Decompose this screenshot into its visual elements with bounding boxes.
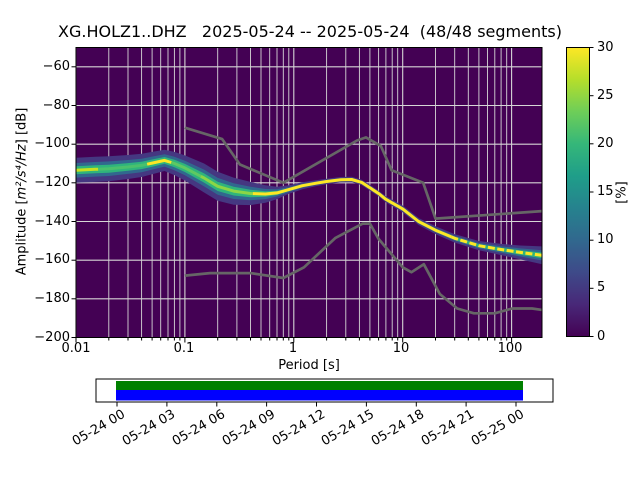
x-tick-label: 1 xyxy=(288,341,298,356)
x-axis-label: Period [s] xyxy=(278,358,340,373)
x-tick-label: 0.1 xyxy=(173,341,195,356)
axis-ticks xyxy=(71,66,513,343)
y-tick-label: −60 xyxy=(42,59,70,74)
y-tick-label: −140 xyxy=(34,214,70,229)
timeline-ticks xyxy=(116,402,517,407)
colorbar-ticks xyxy=(589,47,594,337)
colorbar-tick-label: 0 xyxy=(597,329,606,344)
gridlines xyxy=(75,47,542,338)
plot-background xyxy=(76,47,542,338)
y-axis-label-units: m²/s⁴/Hz xyxy=(14,144,30,200)
axes-frame xyxy=(75,47,543,338)
y-tick-label: −120 xyxy=(34,175,70,190)
colorbar-tick-label: 10 xyxy=(597,232,614,247)
colorbar-tick-label: 25 xyxy=(597,88,614,103)
colorbar-tick-label: 20 xyxy=(597,136,614,151)
timeline-used-bar xyxy=(116,381,523,390)
colorbar-tick-label: 30 xyxy=(597,40,614,55)
nlnm-line xyxy=(184,222,543,315)
colorbar-label: [%] xyxy=(614,181,630,204)
plot-title: XG.HOLZ1..DHZ 2025-05-24 -- 2025-05-24 (… xyxy=(58,22,562,41)
ppsd-mode-line xyxy=(75,158,543,257)
timeline-data-bar xyxy=(116,390,523,401)
nhnm-line xyxy=(184,126,543,220)
y-tick-label: −80 xyxy=(42,98,70,113)
y-tick-label: −200 xyxy=(34,330,70,345)
colorbar xyxy=(566,47,590,337)
colorbar-tick-label: 5 xyxy=(597,280,606,295)
y-tick-label: −180 xyxy=(34,291,70,306)
y-tick-label: −100 xyxy=(34,136,70,151)
colorbar-tick-label: 15 xyxy=(597,184,614,199)
x-tick-label: 0.01 xyxy=(61,341,91,356)
x-tick-label: 100 xyxy=(497,341,523,356)
y-tick-label: −160 xyxy=(34,252,70,267)
x-tick-label: 10 xyxy=(392,341,410,356)
